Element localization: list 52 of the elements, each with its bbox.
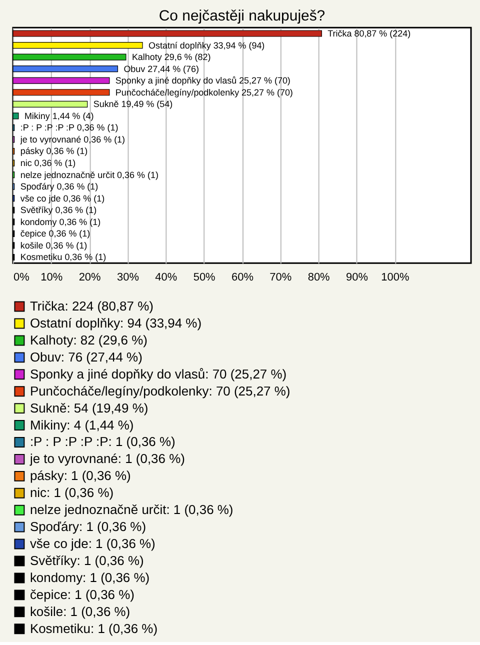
category-label: Mikiny 1,44 % (4)	[24, 110, 94, 121]
legend-label: Ostatní doplňky: 94 (33,94 %)	[30, 315, 202, 330]
legend-label: Kalhoty: 82 (29,6 %)	[30, 332, 148, 348]
x-tick-label: 80%	[308, 272, 330, 284]
x-tick-label: 70%	[270, 272, 292, 284]
legend-label: pásky: 1 (0,36 %)	[30, 468, 131, 484]
category-label: Sukně 19,49 % (54)	[93, 99, 173, 110]
legend-label: Spoďáry: 1 (0,36 %)	[30, 519, 146, 534]
category-label: pásky 0,36 % (1)	[20, 146, 88, 156]
legend-label: Trička: 224 (80,87 %)	[30, 298, 154, 314]
x-tick-label: 40%	[155, 272, 178, 284]
category-label: nelze jednoznačně určit 0,36 % (1)	[20, 170, 158, 180]
category-label: čepice 0,36 % (1)	[20, 228, 90, 239]
x-tick-label: 30%	[117, 272, 140, 284]
legend-label: Punčocháče/legíny/podkolenky: 70 (25,27 %)	[30, 383, 290, 398]
x-tick-label: 60%	[232, 272, 254, 284]
category-label: Kalhoty 29,6 % (82)	[132, 52, 211, 62]
legend-label: Mikiny: 4 (1,44 %)	[30, 417, 134, 432]
x-tick-label: 20%	[78, 272, 102, 284]
category-label: :P : P :P :P :P 0,36 % (1)	[20, 122, 118, 133]
category-label: Světříky 0,36 % (1)	[20, 205, 97, 216]
legend-label: kondomy: 1 (0,36 %)	[30, 570, 150, 585]
category-label: Kosmetiku 0,36 % (1)	[20, 252, 106, 262]
legend-label: je to vyrovnané: 1 (0,36 %)	[28, 451, 185, 466]
chart-title: Co nejčastěji nakupuješ?	[158, 8, 326, 25]
x-tick-label: 10%	[40, 272, 63, 284]
x-tick-label: 50%	[193, 272, 216, 284]
category-label: Spoďáry 0,36 % (1)	[20, 182, 98, 192]
x-tick-label: 100%	[381, 272, 410, 284]
legend-label: košile: 1 (0,36 %)	[30, 604, 130, 619]
legend-label: Obuv: 76 (27,44 %)	[30, 349, 142, 364]
legend-label: Světříky: 1 (0,36 %)	[30, 552, 144, 568]
legend-label: čepice: 1 (0,36 %)	[30, 586, 134, 602]
legend-label: Sukně: 54 (19,49 %)	[30, 400, 148, 416]
category-label: vše co jde 0,36 % (1)	[20, 193, 105, 204]
category-label: Punčocháče/legíny/podkolenky 25,27 % (70)	[115, 87, 293, 98]
legend-label: vše co jde: 1 (0,36 %)	[30, 536, 156, 552]
category-label: košile 0,36 % (1)	[20, 240, 88, 250]
category-label: nic 0,36 % (1)	[20, 158, 76, 168]
x-tick-label: 0%	[13, 272, 30, 284]
legend-label: nic: 1 (0,36 %)	[30, 485, 114, 500]
x-tick-label: 90%	[346, 272, 368, 284]
category-label: Sponky a jiné dopňky do vlasů 25,27 % (70)	[115, 76, 290, 86]
category-label: je to vyrovnané 0,36 % (1)	[20, 134, 126, 144]
legend-label: Sponky a jiné dopňky do vlasů: 70 (25,27 %)	[30, 366, 287, 382]
category-label: Ostatní doplňky 33,94 % (94)	[148, 40, 265, 50]
category-label: Trička 80,87 % (224)	[328, 28, 411, 38]
legend-label: Kosmetiku: 1 (0,36 %)	[30, 620, 158, 636]
legend-label: :P : P :P :P :P: 1 (0,36 %)	[30, 434, 176, 450]
category-label: Obuv 27,44 % (76)	[124, 64, 199, 74]
category-label: kondomy 0,36 % (1)	[20, 216, 101, 227]
legend-label: nelze jednoznačně určit: 1 (0,36 %)	[30, 502, 234, 518]
